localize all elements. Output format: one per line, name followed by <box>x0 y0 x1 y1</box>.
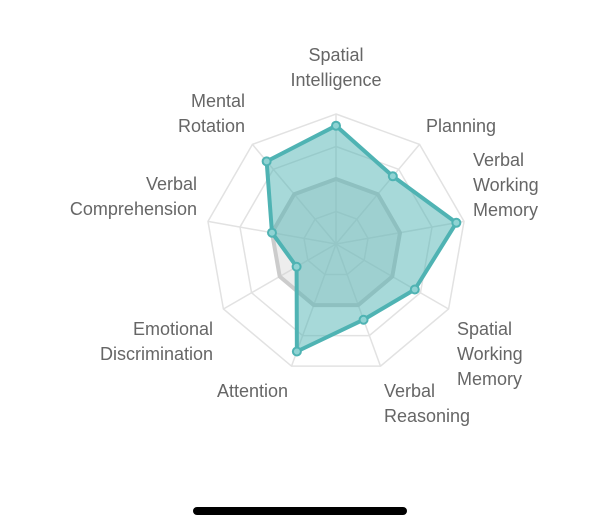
axis-label: Emotional Discrimination <box>100 319 213 364</box>
axis-label: Spatial Working Memory <box>457 319 523 389</box>
axis-label: Verbal Reasoning <box>384 381 470 426</box>
data-point <box>358 314 369 325</box>
axis-label: Attention <box>217 381 288 401</box>
data-point <box>451 217 462 228</box>
series-area <box>264 123 459 354</box>
data-point <box>409 284 420 295</box>
data-point <box>331 120 341 131</box>
axis-label: Spatial Intelligence <box>290 45 381 90</box>
axis-label: Verbal Comprehension <box>70 174 197 219</box>
axis-label: Mental Rotation <box>178 91 245 136</box>
axis-label: Planning <box>426 116 496 136</box>
data-point <box>387 171 398 182</box>
data-point <box>261 156 272 167</box>
grid-ring <box>207 113 465 367</box>
home-indicator <box>193 507 407 515</box>
axis-label: Verbal Working Memory <box>473 150 539 220</box>
data-point <box>291 261 302 272</box>
data-point <box>266 227 277 238</box>
data-point <box>291 346 302 357</box>
